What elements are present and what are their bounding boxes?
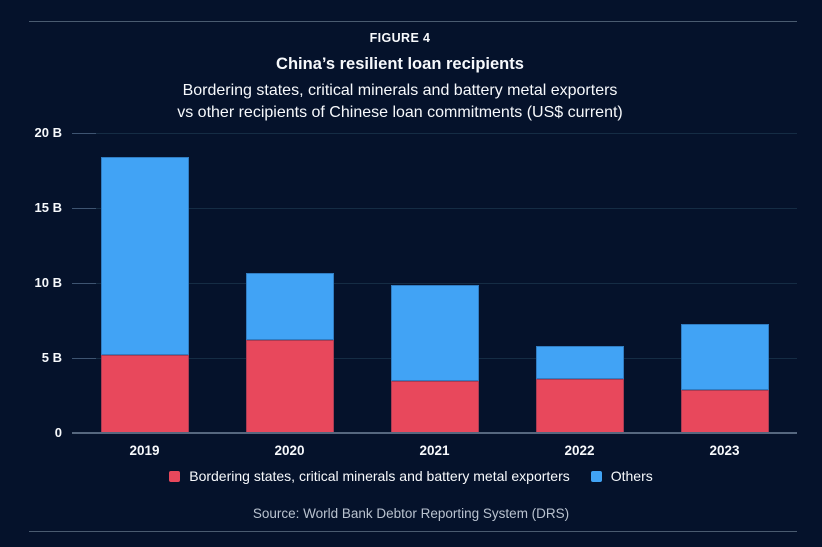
bar-2020-others-segment [245,272,334,340]
legend: Bordering states, critical minerals and … [0,468,822,484]
chart-subtitle-line-2: vs other recipients of Chinese loan comm… [177,104,623,121]
bar-2022-others-segment [535,346,624,379]
others-series-swatch [590,470,602,482]
chart-header: FIGURE 4 China’s resilient loan recipien… [0,31,800,124]
gridline-15 [72,208,797,209]
legend-label-bordering: Bordering states, critical minerals and … [189,468,570,484]
bar-2022-bordering-segment [535,379,624,433]
y-axis-label-15: 15 B [34,200,62,215]
gridline-10 [72,283,797,284]
chart-title: China’s resilient loan recipients [276,55,524,73]
y-axis-label-5: 5 B [41,350,62,365]
y-axis-label-10: 10 B [34,275,62,290]
plot-area: 0 5 B 10 B 15 B 20 B 2019 2020 2021 2022 2023 [35,125,797,458]
bar-2019-others-segment [100,157,189,355]
top-divider [29,21,797,22]
chart-subtitle-line-1: Bordering states, critical minerals and … [182,82,618,99]
bar-2021-others-segment [390,284,479,381]
legend-item-others: Others [590,468,653,484]
bar-2023-others-segment [680,323,769,390]
y-axis-tick-20 [72,133,96,134]
bar-2019-bordering-segment [100,355,189,433]
x-axis-label-2023: 2023 [709,443,740,458]
bar-2023 [680,323,769,433]
bar-2020 [245,272,334,433]
figure-label: FIGURE 4 [369,31,431,45]
y-axis-tick-5 [72,358,96,359]
bar-2021 [390,284,479,433]
y-axis-tick-15 [72,208,96,209]
gridline-20 [72,133,797,134]
x-axis-baseline [72,432,797,434]
legend-item-bordering: Bordering states, critical minerals and … [169,468,570,484]
bar-2020-bordering-segment [245,340,334,433]
x-axis-label-2020: 2020 [274,443,305,458]
x-axis-label-2022: 2022 [564,443,595,458]
y-axis-label-0: 0 [54,425,62,440]
bar-2019 [100,157,189,433]
bar-2022 [535,346,624,433]
y-axis-label-20: 20 B [34,125,62,140]
legend-label-others: Others [610,468,653,484]
y-axis-tick-10 [72,283,96,284]
bottom-divider [29,531,797,532]
bar-2023-bordering-segment [680,389,769,433]
source-note: Source: World Bank Debtor Reporting Syst… [252,506,570,521]
x-axis-label-2019: 2019 [129,443,160,458]
bordering-series-swatch [169,470,181,482]
bar-2021-bordering-segment [390,380,479,433]
x-axis-label-2021: 2021 [419,443,450,458]
